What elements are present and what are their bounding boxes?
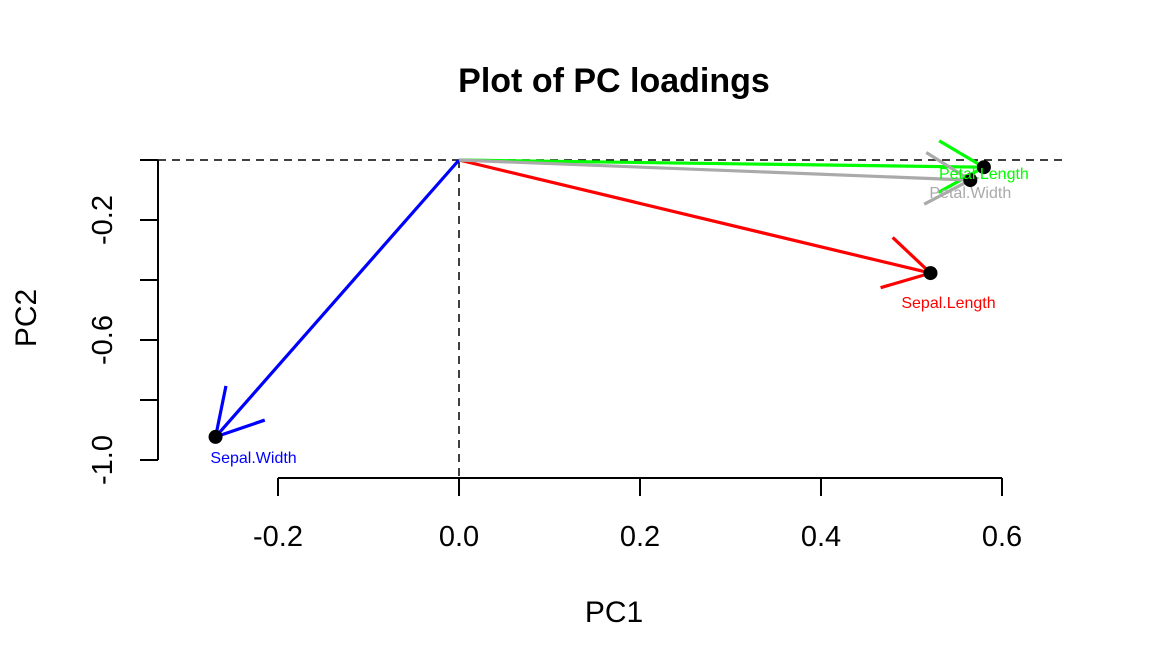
x-tick-label: 0.2 — [620, 521, 660, 553]
x-tick-label: 0.0 — [439, 521, 479, 553]
y-tick-label: -1.0 — [87, 435, 119, 485]
loading-points — [208, 160, 991, 444]
loading-label: Sepal.Width — [210, 450, 296, 467]
loading-point — [976, 160, 991, 175]
y-axis: -1.0 -0.6 -0.2 — [87, 159, 159, 485]
loading-label: Petal.Length — [939, 166, 1029, 183]
arrow-shaft — [458, 158, 984, 169]
arrow-head — [215, 418, 266, 439]
loading-labels: Sepal.Length Sepal.Width Petal.Length Petal… — [210, 166, 1028, 467]
loading-arrow-petal-length — [458, 139, 985, 194]
y-tick-label: -0.2 — [87, 195, 119, 245]
loading-label: Petal.Width — [929, 185, 1011, 202]
x-tick-label: -0.2 — [253, 521, 303, 553]
loading-point — [923, 266, 938, 281]
loading-arrows — [213, 139, 985, 439]
reference-lines — [158, 159, 1065, 478]
arrow-head — [891, 236, 932, 275]
loading-point — [208, 429, 223, 444]
x-tick-label: 0.4 — [801, 521, 841, 553]
loading-arrow-petal-width — [458, 151, 972, 206]
x-axis-title: PC1 — [585, 596, 643, 629]
x-axis: -0.2 0.0 0.2 0.4 0.6 — [253, 477, 1022, 553]
arrow-shaft — [458, 158, 971, 182]
arrow-head — [925, 151, 972, 182]
arrow-shaft — [214, 158, 461, 438]
arrow-head — [213, 385, 228, 438]
y-tick-label: -0.6 — [87, 315, 119, 365]
arrow-shaft — [458, 158, 931, 275]
arrow-head — [880, 271, 931, 290]
loading-point — [963, 173, 978, 188]
arrow-head — [938, 139, 985, 169]
loading-arrow-sepal-length — [458, 158, 932, 290]
x-tick-label: 0.6 — [982, 521, 1022, 553]
loading-arrow-sepal-width — [213, 158, 461, 439]
chart-title: Plot of PC loadings — [458, 62, 770, 100]
loading-label: Sepal.Length — [901, 295, 995, 312]
arrow-head — [923, 178, 972, 206]
y-axis-title: PC2 — [10, 289, 43, 347]
